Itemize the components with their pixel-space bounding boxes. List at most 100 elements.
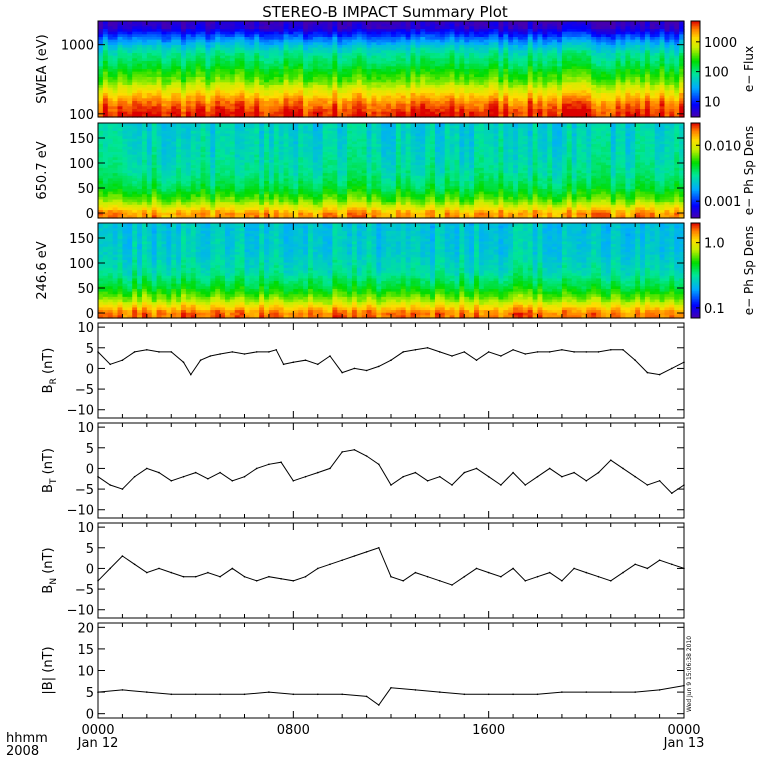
heatmap-cell	[674, 74, 680, 78]
heatmap-cell	[532, 61, 539, 65]
heatmap-cell	[591, 109, 597, 113]
heatmap-cell	[376, 71, 382, 75]
heatmap-cell	[566, 23, 573, 27]
heatmap-cell	[649, 53, 656, 57]
heatmap-cell	[659, 106, 666, 110]
heatmap-cell	[644, 74, 651, 78]
heatmap-cell	[581, 114, 587, 118]
heatmap-cell	[469, 74, 475, 78]
heatmap-cell	[171, 85, 177, 89]
heatmap-cell	[361, 53, 368, 57]
heatmap-cell	[185, 29, 192, 33]
heatmap-cell	[610, 21, 617, 25]
heatmap-cell	[351, 128, 358, 132]
heatmap-cell	[508, 69, 514, 73]
heatmap-cell	[381, 125, 387, 129]
heatmap-cell	[391, 106, 397, 110]
heatmap-cell	[400, 34, 407, 38]
heatmap-cell	[664, 95, 670, 99]
heatmap-cell	[483, 37, 490, 41]
colorbar-swatch	[691, 46, 700, 49]
heatmap-cell	[283, 103, 290, 107]
heatmap-cell	[444, 69, 451, 73]
heatmap-cell	[132, 109, 138, 113]
heatmap-cell	[493, 90, 500, 94]
heatmap-cell	[415, 103, 421, 107]
heatmap-cell	[288, 29, 294, 33]
heatmap-cell	[483, 130, 490, 135]
heatmap-cell	[171, 109, 177, 113]
heatmap-cell	[200, 55, 207, 59]
heatmap-cell	[137, 37, 143, 41]
heatmap-cell	[566, 130, 573, 135]
heatmap-cell	[117, 45, 124, 49]
heatmap-cell	[234, 31, 241, 35]
heatmap-cell	[664, 50, 670, 54]
heatmap-cell	[566, 37, 573, 41]
heatmap-cell	[371, 130, 377, 135]
heatmap-cell	[654, 53, 661, 57]
heatmap-cell	[464, 85, 470, 89]
heatmap-cell	[137, 82, 143, 86]
heatmap-cell	[190, 47, 197, 51]
heatmap-cell	[220, 42, 226, 46]
heatmap-cell	[361, 93, 368, 97]
heatmap-cell	[293, 77, 299, 81]
heatmap-cell	[679, 79, 685, 83]
heatmap-cell	[420, 55, 426, 59]
heatmap-cell	[161, 109, 167, 113]
heatmap-cell	[644, 114, 651, 118]
heatmap-cell	[483, 98, 490, 102]
heatmap-cell	[522, 114, 529, 118]
heatmap-cell	[566, 21, 573, 25]
heatmap-cell	[122, 93, 128, 97]
heatmap-cell	[342, 53, 348, 57]
heatmap-cell	[273, 50, 280, 54]
heatmap-cell	[557, 71, 563, 75]
heatmap-cell	[171, 114, 177, 118]
heatmap-cell	[317, 23, 324, 27]
heatmap-cell	[117, 128, 124, 132]
heatmap-cell	[537, 123, 543, 127]
heatmap-cell	[205, 106, 211, 110]
heatmap-cell	[615, 79, 622, 83]
heatmap-cell	[517, 21, 524, 25]
heatmap-cell	[171, 111, 177, 115]
heatmap-cell	[561, 128, 568, 132]
heatmap-cell	[498, 79, 504, 83]
heatmap-cell	[171, 45, 177, 49]
heatmap-cell	[234, 34, 241, 38]
heatmap-cell	[605, 71, 612, 75]
heatmap-cell	[503, 45, 509, 49]
heatmap-cell	[459, 34, 465, 38]
heatmap-cell	[205, 93, 211, 97]
heatmap-cell	[249, 26, 255, 30]
heatmap-cell	[532, 66, 539, 70]
heatmap-cell	[381, 123, 387, 127]
heatmap-cell	[117, 34, 124, 38]
heatmap-cell	[98, 69, 104, 73]
heatmap-cell	[356, 128, 363, 132]
heatmap-cell	[351, 95, 358, 99]
heatmap-cell	[224, 111, 231, 115]
heatmap-cell	[664, 61, 670, 65]
heatmap-cell	[410, 26, 417, 30]
heatmap-cell	[268, 130, 275, 135]
heatmap-cell	[171, 93, 177, 97]
heatmap-cell	[195, 66, 202, 70]
heatmap-cell	[576, 123, 583, 127]
heatmap-cell	[669, 77, 675, 81]
heatmap-cell	[351, 123, 358, 127]
heatmap-cell	[190, 37, 197, 41]
colorbar-swatch	[691, 32, 700, 35]
heatmap-cell	[425, 55, 431, 59]
heatmap-cell	[620, 63, 626, 67]
heatmap-cell	[117, 133, 124, 137]
heatmap-cell	[654, 106, 661, 110]
heatmap-cell	[517, 95, 524, 99]
heatmap-cell	[224, 31, 231, 35]
heatmap-cell	[317, 95, 324, 99]
heatmap-cell	[371, 90, 377, 94]
heatmap-cell	[283, 93, 290, 97]
heatmap-cell	[322, 95, 329, 99]
